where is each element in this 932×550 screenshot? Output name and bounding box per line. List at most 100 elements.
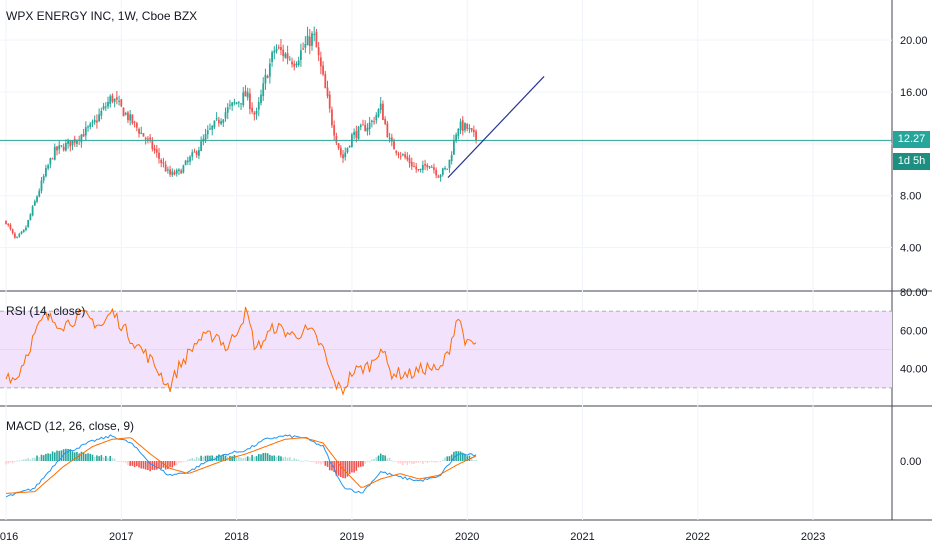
candle-body: [470, 128, 473, 131]
macd-histogram-bar: [430, 461, 433, 463]
candle-body: [357, 127, 360, 140]
macd-legend[interactable]: MACD (12, 26, close, 9): [6, 419, 135, 433]
candle-body: [348, 145, 351, 147]
candle-body: [113, 98, 116, 102]
macd-pane[interactable]: [5, 434, 477, 498]
macd-histogram-bar: [20, 460, 23, 461]
macd-histogram-bar: [324, 461, 327, 466]
macd-histogram-bar: [468, 455, 471, 461]
candle-body: [368, 122, 371, 130]
macd-histogram-bar: [76, 452, 78, 461]
macd-histogram-bar: [155, 461, 158, 470]
candle-body: [439, 174, 442, 178]
macd-histogram-bar: [107, 457, 109, 461]
macd-histogram-bar: [71, 451, 74, 461]
time-tick-label: 2023: [801, 531, 825, 543]
macd-histogram-bar: [293, 458, 296, 461]
macd-histogram-bar: [100, 455, 103, 461]
candle-body: [295, 63, 298, 66]
candle-body: [428, 166, 431, 168]
candle-body: [366, 127, 369, 132]
candle-body: [375, 115, 378, 121]
macd-histogram-bar: [266, 453, 269, 461]
candle-body: [297, 60, 300, 66]
candle-body: [67, 140, 69, 144]
candle-body: [144, 137, 147, 140]
candle-body: [107, 101, 109, 107]
macd-histogram-bar: [315, 461, 318, 465]
candle-body: [5, 221, 7, 225]
macd-histogram-bar: [466, 456, 468, 461]
macd-histogram-bar: [444, 457, 446, 461]
candle-body: [377, 109, 380, 117]
macd-histogram-bar: [22, 459, 25, 461]
macd-histogram-bar: [242, 458, 245, 461]
candle-body: [426, 164, 429, 168]
macd-histogram-bar: [320, 461, 322, 465]
macd-histogram-bar: [89, 453, 92, 461]
candle-body: [198, 150, 200, 156]
macd-histogram-bar: [450, 454, 453, 461]
macd-histogram-bar: [235, 456, 238, 461]
macd-histogram-bar: [439, 461, 442, 463]
candle-body: [129, 114, 132, 121]
macd-histogram-bar: [56, 450, 58, 461]
macd-histogram-bar: [362, 461, 364, 467]
macd-histogram-bar: [209, 455, 211, 461]
candle-body: [169, 169, 171, 175]
candle-body: [222, 119, 225, 123]
candle-body: [459, 121, 462, 131]
candle-body: [9, 224, 12, 229]
candle-body: [162, 162, 165, 164]
rsi-tick-label: 60.00: [900, 325, 928, 337]
candle-body: [251, 107, 254, 112]
macd-histogram-bar: [413, 461, 415, 465]
candle-body: [89, 123, 92, 127]
candle-body: [36, 196, 38, 202]
time-tick-label: 2020: [455, 531, 479, 543]
candle-body: [147, 138, 149, 140]
macd-histogram-bar: [240, 457, 242, 461]
macd-histogram-bar: [69, 449, 72, 461]
macd-histogram-bar: [391, 460, 393, 461]
macd-histogram-bar: [464, 454, 466, 461]
macd-histogram-bar: [206, 455, 209, 461]
macd-histogram-bar: [262, 453, 265, 461]
macd-histogram-bar: [357, 461, 360, 468]
price-pane[interactable]: [0, 26, 892, 239]
candle-body: [291, 61, 293, 65]
candle-body: [328, 94, 331, 109]
candle-body: [370, 120, 373, 122]
candle-body: [171, 171, 174, 176]
candle-body: [124, 113, 127, 115]
macd-histogram-bar: [244, 457, 247, 461]
macd-histogram-bar: [470, 456, 473, 461]
macd-signal-line: [5, 437, 477, 494]
candle-body: [60, 145, 63, 147]
macd-histogram-bar: [180, 461, 182, 463]
candle-body: [353, 132, 356, 136]
rsi-legend[interactable]: RSI (14, close): [6, 304, 86, 318]
macd-histogram-bar: [171, 461, 174, 468]
macd-histogram-bar: [53, 452, 56, 461]
candle-body: [284, 53, 287, 58]
macd-histogram-bar: [382, 455, 384, 461]
macd-histogram-bar: [34, 457, 36, 461]
macd-histogram-bar: [333, 461, 335, 473]
macd-histogram-bar: [249, 457, 251, 461]
candle-body: [235, 102, 238, 104]
candle-body: [384, 118, 387, 124]
macd-histogram-bar: [284, 456, 287, 461]
macd-histogram-bar: [353, 461, 355, 473]
candle-body: [404, 154, 407, 158]
macd-histogram-bar: [231, 456, 233, 461]
rsi-pane[interactable]: [0, 306, 892, 396]
macd-histogram-bar: [27, 458, 29, 461]
candle-body: [395, 150, 398, 153]
rsi-tick-label: 80.00: [900, 287, 928, 299]
macd-histogram-bar: [402, 461, 404, 466]
macd-histogram-bar: [167, 461, 169, 470]
macd-histogram-bar: [269, 454, 271, 461]
candle-body: [102, 106, 105, 110]
